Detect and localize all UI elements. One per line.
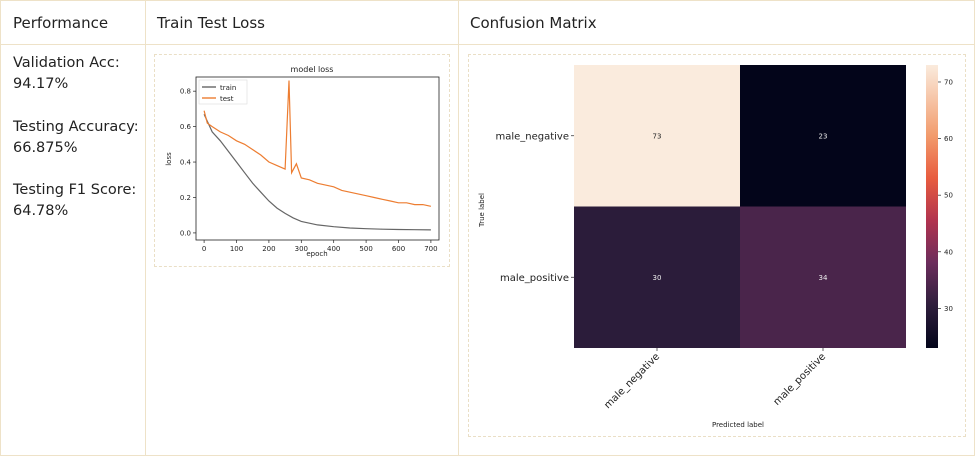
y-tick-label: 0.0	[180, 229, 191, 237]
colorbar-tick-label: 40	[944, 248, 953, 256]
y-axis-label: loss	[165, 152, 173, 166]
metric-label: Validation Acc:	[13, 55, 120, 71]
colorbar-tick-label: 70	[944, 78, 953, 86]
x-tick-label: 700	[424, 245, 437, 253]
header-confusion-matrix: Confusion Matrix	[470, 14, 597, 32]
legend-label-test: test	[220, 95, 234, 103]
plot-frame	[195, 76, 440, 241]
y-tick-label: 0.8	[180, 88, 191, 96]
legend-box	[198, 79, 248, 105]
heatmap-cell	[740, 206, 906, 348]
x-axis-label: Predicted label	[712, 421, 764, 429]
cell-value: 23	[819, 132, 828, 140]
colorbar-tick-label: 30	[944, 305, 953, 313]
metric-validation-acc: Validation Acc: 94.17%	[13, 53, 120, 95]
metric-value: 94.17%	[13, 76, 69, 92]
header-train-test-loss: Train Test Loss	[157, 14, 265, 32]
cell-value: 30	[653, 274, 662, 282]
metric-testing-accuracy: Testing Accuracy: 66.875%	[13, 117, 139, 159]
loss-chart: model loss 0 100 200 300 400 500 600 700 0.0 0.2 0…	[165, 65, 440, 258]
y-axis-label: True label	[478, 193, 486, 228]
column-divider	[145, 1, 146, 455]
x-axis-label: epoch	[306, 250, 327, 258]
confusion-matrix-panel: 73 23 30 34 male_negative male_positive male_n…	[468, 54, 966, 437]
heatmap-cell	[574, 65, 740, 207]
x-tick-label: 400	[327, 245, 340, 253]
legend: train test	[198, 79, 248, 105]
colorbar-tick-label: 60	[944, 135, 953, 143]
metric-value: 64.78%	[13, 203, 69, 219]
x-tick-label: male_positive	[772, 351, 829, 408]
header-performance: Performance	[13, 14, 109, 32]
heatmap-cell	[740, 65, 906, 207]
y-tick-label: 0.2	[180, 194, 191, 202]
series-line-test	[203, 80, 432, 207]
x-tick-label: 300	[295, 245, 308, 253]
loss-chart-panel: model loss 0 100 200 300 400 500 600 700 0.0 0.2 0…	[154, 54, 450, 267]
series-line-train	[203, 113, 431, 231]
y-tick-label: 0.6	[180, 123, 192, 131]
x-tick-label: 0	[202, 245, 206, 253]
chart-title: model loss	[291, 65, 334, 74]
y-tick-label: male_positive	[500, 273, 569, 284]
legend-label-train: train	[220, 84, 236, 92]
cell-value: 73	[653, 132, 662, 140]
metric-label: Testing Accuracy:	[13, 119, 139, 135]
x-tick-label: 100	[230, 245, 243, 253]
colorbar-tick-label: 50	[944, 192, 953, 200]
cell-value: 34	[819, 274, 828, 282]
column-divider	[458, 1, 459, 455]
metric-testing-f1: Testing F1 Score: 64.78%	[13, 180, 136, 222]
metric-label: Testing F1 Score:	[13, 182, 137, 198]
y-tick-label: male_negative	[495, 131, 569, 142]
confusion-matrix-chart: 73 23 30 34 male_negative male_positive male_n…	[478, 65, 953, 429]
y-tick-label: 0.4	[180, 159, 192, 167]
header-divider	[1, 44, 974, 45]
colorbar	[926, 65, 938, 348]
x-tick-label: 600	[392, 245, 405, 253]
x-tick-label: male_negative	[602, 351, 662, 411]
metric-value: 66.875%	[13, 140, 78, 156]
x-tick-label: 200	[262, 245, 275, 253]
x-tick-label: 500	[359, 245, 372, 253]
heatmap-cell	[574, 206, 740, 348]
